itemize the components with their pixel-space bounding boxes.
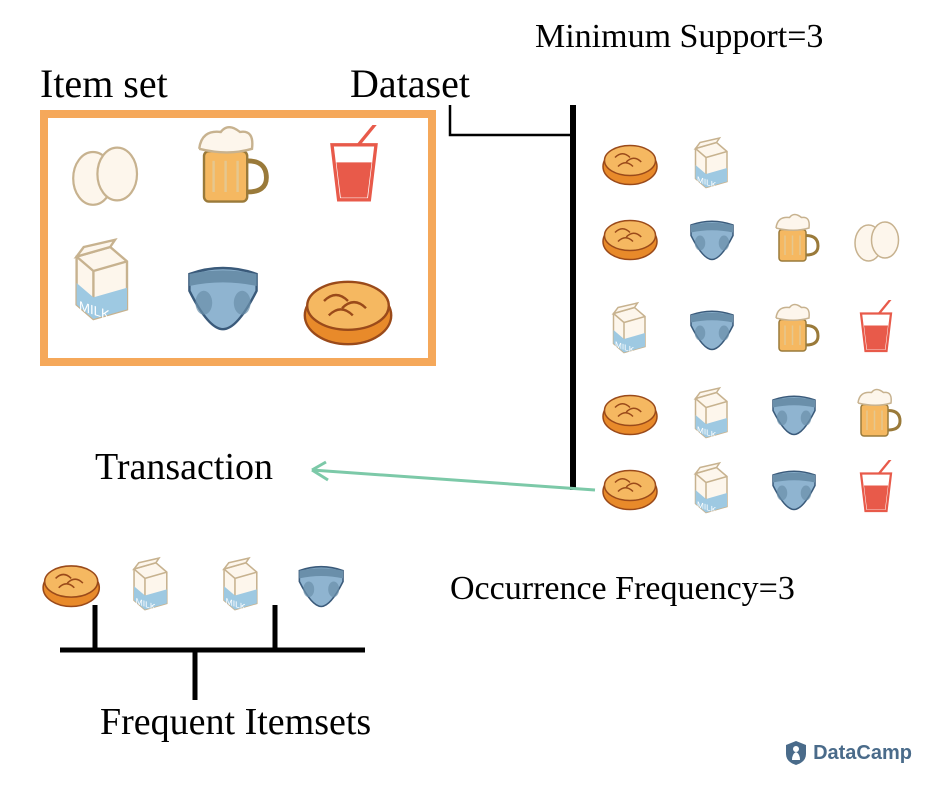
minimum-support-label: Minimum Support=3 (535, 18, 823, 56)
occurrence-frequency-label: Occurrence Frequency=3 (450, 570, 795, 608)
beer-icon (764, 210, 824, 270)
diaper-icon (764, 385, 824, 445)
juice-icon (846, 460, 906, 520)
datacamp-brand: DataCamp (785, 740, 912, 766)
milk-icon (55, 235, 151, 331)
milk-icon (682, 385, 742, 445)
diaper-icon (764, 460, 824, 520)
milk-icon (210, 555, 272, 617)
datacamp-shield-icon (785, 740, 807, 766)
milk-icon (682, 460, 742, 520)
beer-icon (180, 120, 276, 216)
juice-icon (846, 300, 906, 360)
bread-icon (600, 460, 660, 520)
diaper-icon (175, 250, 271, 346)
beer-icon (764, 300, 824, 360)
milk-icon (120, 555, 182, 617)
eggs-icon (846, 210, 906, 270)
diaper-icon (682, 210, 742, 270)
milk-icon (600, 300, 660, 360)
bread-icon (600, 210, 660, 270)
item-set-label: Item set (40, 60, 168, 107)
eggs-icon (60, 130, 148, 218)
bread-icon (600, 385, 660, 445)
transaction-label: Transaction (95, 445, 273, 489)
dataset-divider (570, 105, 576, 490)
milk-icon (682, 135, 742, 195)
bread-icon (300, 265, 396, 361)
dataset-label: Dataset (350, 60, 470, 107)
diaper-icon (290, 555, 352, 617)
transaction-arrow (300, 452, 600, 502)
beer-icon (846, 385, 906, 445)
bread-icon (600, 135, 660, 195)
diaper-icon (682, 300, 742, 360)
dataset-bracket (445, 105, 580, 155)
juice-icon (310, 125, 398, 213)
bread-icon (40, 555, 102, 617)
